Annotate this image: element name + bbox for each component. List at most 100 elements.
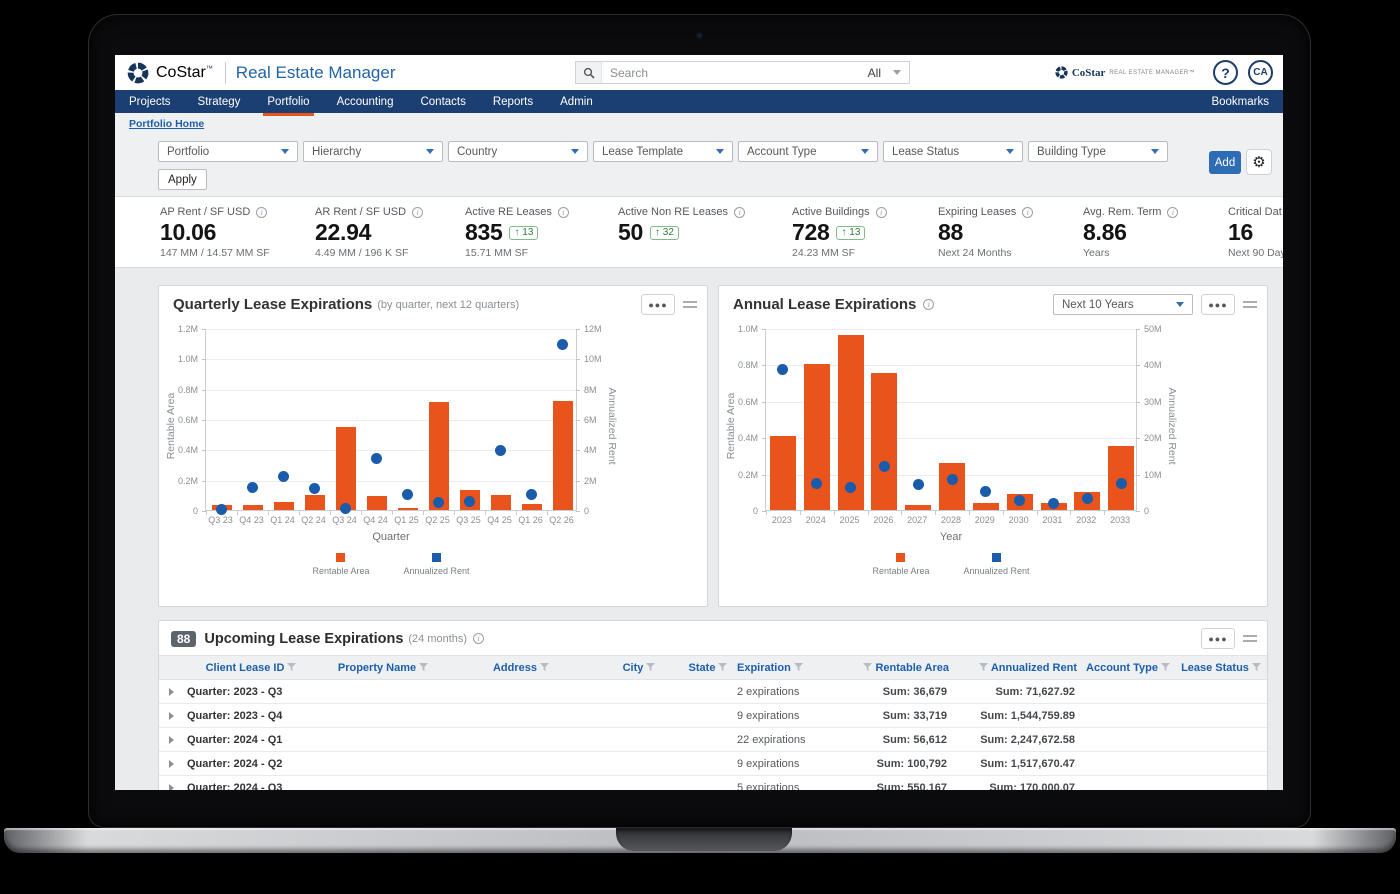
- expand-row-icon[interactable]: [169, 759, 174, 768]
- info-icon[interactable]: i: [734, 206, 746, 218]
- expand-row-icon[interactable]: [169, 687, 174, 696]
- bar-Q2-25[interactable]: [428, 402, 449, 510]
- bar-Q4-25[interactable]: [490, 495, 511, 510]
- bar-2028[interactable]: [939, 463, 965, 510]
- more-options-button[interactable]: ●●●: [1201, 628, 1235, 649]
- column-header-address[interactable]: Address: [447, 662, 595, 674]
- dot-Q1-26[interactable]: [526, 488, 537, 500]
- dot-2030[interactable]: [1014, 494, 1026, 506]
- dot-Q2-24[interactable]: [309, 482, 320, 494]
- table-row[interactable]: Quarter: 2023 - Q3 2 expirations Sum: 36,6…: [159, 680, 1267, 704]
- table-row[interactable]: Quarter: 2024 - Q1 22 expirations Sum: 56,…: [159, 728, 1267, 752]
- search-scope-select[interactable]: All: [867, 65, 881, 80]
- column-header-property-name[interactable]: Property Name: [319, 662, 447, 674]
- info-icon[interactable]: i: [1167, 206, 1179, 218]
- apply-button[interactable]: Apply: [158, 169, 207, 190]
- filter-select-country[interactable]: Country: [448, 141, 588, 162]
- bar-2026[interactable]: [871, 373, 898, 510]
- info-icon[interactable]: i: [1022, 206, 1034, 218]
- bar-Q4-24[interactable]: [366, 496, 387, 510]
- bar-2025[interactable]: [837, 335, 864, 510]
- bar-Q1-26[interactable]: [521, 504, 542, 510]
- info-icon[interactable]: i: [256, 206, 268, 218]
- add-button[interactable]: Add: [1209, 151, 1241, 174]
- dot-2026[interactable]: [878, 460, 890, 472]
- nav-item-projects[interactable]: Projects: [129, 95, 171, 108]
- dot-Q3-25[interactable]: [464, 495, 475, 507]
- dot-2028[interactable]: [946, 473, 958, 485]
- dot-Q1-25[interactable]: [402, 488, 413, 500]
- drag-handle-icon[interactable]: [683, 301, 697, 308]
- bar-Q2-26[interactable]: [552, 401, 573, 510]
- table-row[interactable]: Quarter: 2024 - Q2 9 expirations Sum: 100,…: [159, 752, 1267, 776]
- filter-icon[interactable]: [646, 663, 656, 672]
- filter-select-lease-template[interactable]: Lease Template: [593, 141, 733, 162]
- search-input[interactable]: Search: [610, 65, 649, 80]
- breadcrumb-link[interactable]: Portfolio Home: [129, 118, 205, 130]
- dot-2031[interactable]: [1048, 498, 1059, 510]
- more-options-button[interactable]: ●●●: [1201, 294, 1235, 315]
- bar-2023[interactable]: [769, 436, 796, 510]
- drag-handle-icon[interactable]: [1243, 635, 1257, 642]
- table-row[interactable]: Quarter: 2024 - Q3 5 expirations Sum: 550,…: [159, 776, 1267, 790]
- filter-icon[interactable]: [419, 663, 429, 672]
- dot-Q3-23[interactable]: [216, 504, 227, 515]
- nav-item-admin[interactable]: Admin: [560, 95, 593, 108]
- info-icon[interactable]: i: [875, 206, 887, 218]
- expand-row-icon[interactable]: [169, 711, 174, 720]
- filter-icon[interactable]: [287, 663, 297, 672]
- filter-icon[interactable]: [718, 663, 728, 672]
- dot-Q4-23[interactable]: [247, 482, 258, 493]
- more-options-button[interactable]: ●●●: [641, 294, 675, 315]
- info-icon[interactable]: i: [412, 206, 424, 218]
- info-icon[interactable]: i: [557, 206, 569, 218]
- dot-2029[interactable]: [980, 485, 992, 497]
- nav-item-accounting[interactable]: Accounting: [336, 95, 394, 108]
- gear-icon[interactable]: ⚙: [1246, 149, 1272, 175]
- nav-item-bookmarks[interactable]: Bookmarks: [1211, 95, 1269, 108]
- bar-Q1-24[interactable]: [273, 502, 294, 510]
- info-icon[interactable]: i: [923, 299, 935, 310]
- column-header-lease-status[interactable]: Lease Status: [1175, 662, 1267, 674]
- column-header-state[interactable]: State: [683, 662, 733, 674]
- column-header-rentable-area[interactable]: Rentable Area: [845, 662, 953, 674]
- dot-2024[interactable]: [811, 478, 823, 490]
- filter-icon[interactable]: [978, 663, 988, 672]
- filter-select-account-type[interactable]: Account Type: [738, 141, 878, 162]
- column-header-city[interactable]: City: [595, 662, 683, 674]
- filter-icon[interactable]: [540, 663, 550, 672]
- nav-item-reports[interactable]: Reports: [492, 95, 534, 108]
- help-button[interactable]: ?: [1213, 60, 1238, 85]
- dot-Q1-24[interactable]: [278, 471, 289, 483]
- filter-icon[interactable]: [1251, 663, 1261, 672]
- bar-2027[interactable]: [905, 505, 932, 510]
- bar-Q1-25[interactable]: [397, 508, 418, 510]
- dot-Q3-24[interactable]: [340, 502, 351, 514]
- nav-item-portfolio[interactable]: Portfolio: [263, 90, 314, 116]
- dot-2032[interactable]: [1081, 493, 1093, 505]
- bar-2029[interactable]: [972, 503, 999, 510]
- global-search[interactable]: Search All: [575, 61, 910, 84]
- avatar[interactable]: CA: [1248, 60, 1273, 85]
- dot-Q4-25[interactable]: [495, 444, 506, 456]
- column-header-expiration[interactable]: Expiration: [733, 662, 845, 674]
- info-icon[interactable]: i: [473, 633, 485, 644]
- bar-Q4-23[interactable]: [242, 505, 263, 510]
- dot-2023[interactable]: [777, 363, 789, 375]
- bar-Q3-24[interactable]: [335, 427, 356, 510]
- column-header-account-type[interactable]: Account Type: [1081, 662, 1175, 674]
- range-selector[interactable]: Next 10 Years: [1053, 294, 1193, 315]
- table-row[interactable]: Quarter: 2023 - Q4 9 expirations Sum: 33,7…: [159, 704, 1267, 728]
- chevron-down-icon[interactable]: [893, 70, 901, 75]
- nav-item-strategy[interactable]: Strategy: [197, 95, 241, 108]
- dot-Q4-24[interactable]: [371, 453, 382, 465]
- filter-select-lease-status[interactable]: Lease Status: [883, 141, 1023, 162]
- filter-icon[interactable]: [793, 663, 803, 672]
- filter-select-building-type[interactable]: Building Type: [1028, 141, 1168, 162]
- nav-item-contacts[interactable]: Contacts: [420, 95, 466, 108]
- filter-select-portfolio[interactable]: Portfolio: [158, 141, 298, 162]
- filter-icon[interactable]: [1160, 663, 1170, 672]
- dot-2025[interactable]: [845, 481, 856, 493]
- dot-2033[interactable]: [1115, 477, 1127, 489]
- expand-row-icon[interactable]: [169, 783, 174, 790]
